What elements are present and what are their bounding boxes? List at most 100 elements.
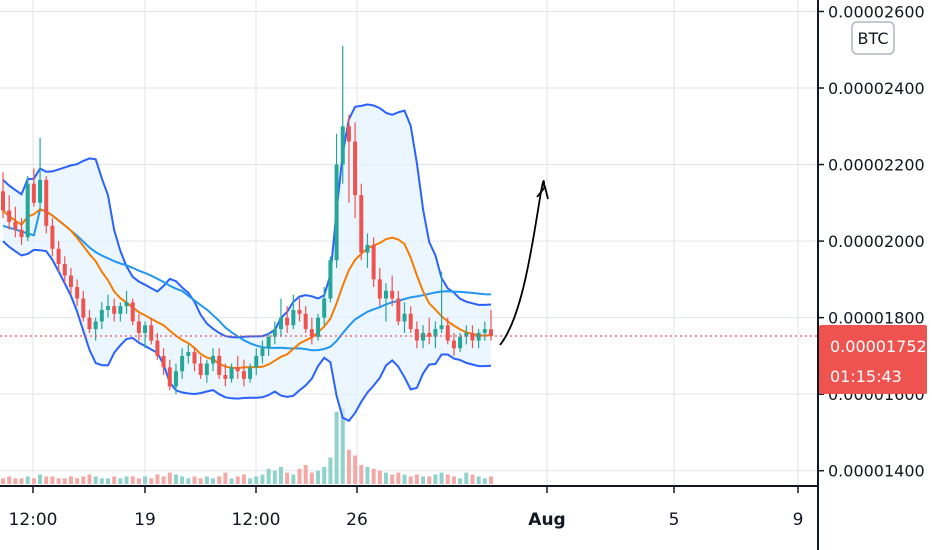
candle-body: [322, 298, 327, 318]
volume-bar: [167, 472, 172, 484]
volume-bar: [427, 476, 432, 484]
volume-bar: [25, 476, 30, 484]
candle-body: [198, 363, 203, 376]
volume-bar: [402, 474, 407, 484]
candle-body: [19, 229, 24, 238]
candle-body: [13, 221, 18, 230]
volume-bar: [130, 476, 135, 484]
candle-body: [223, 375, 228, 379]
candle-body: [421, 332, 426, 341]
candle-body: [149, 325, 154, 341]
volume-bar: [365, 466, 370, 484]
volume-bar: [260, 474, 265, 484]
volume-bar: [143, 476, 148, 484]
volume-bar: [229, 478, 234, 484]
candle-body: [353, 141, 358, 196]
x-axis-background: [0, 486, 932, 550]
long-moving-average: [2, 208, 492, 352]
candle-body: [180, 355, 185, 372]
candle-body: [303, 313, 308, 330]
volume-bar: [173, 474, 178, 484]
candle-body: [334, 164, 339, 261]
volume-bar: [235, 476, 240, 484]
candle-body: [217, 355, 222, 376]
x-axis-ticks: 12:00 19 12:00 26 Aug 5 9: [9, 486, 804, 530]
volume-bar: [254, 476, 259, 484]
volume-bar: [421, 476, 426, 484]
candle-body: [272, 329, 277, 337]
candle-body: [383, 290, 388, 299]
candle-body: [167, 367, 172, 387]
volume-bar: [50, 476, 55, 484]
y-tick-label: 0.00002600: [828, 2, 925, 21]
candle-body: [371, 244, 376, 280]
volume-bar: [458, 478, 463, 484]
candle-body: [124, 302, 129, 307]
candle-body: [155, 340, 160, 356]
volume-bar: [340, 408, 345, 484]
volume-bar: [13, 478, 18, 484]
symbol-badge[interactable]: BTC: [851, 21, 895, 55]
volume-bar: [303, 465, 308, 484]
candle-body: [476, 332, 481, 341]
x-tick-label: 19: [134, 510, 156, 530]
candle-body: [458, 336, 463, 349]
volume-bar: [272, 470, 277, 484]
volume-bar: [223, 472, 228, 484]
volume-bar: [353, 455, 358, 484]
volume-bar: [371, 468, 376, 484]
candle-body: [340, 126, 345, 165]
volume-bar: [328, 457, 333, 484]
volume-bar: [482, 478, 487, 484]
candle-body: [396, 298, 401, 322]
candle-body: [346, 126, 351, 142]
volume-bar: [390, 474, 395, 484]
forecast-arrow: [499, 180, 546, 346]
volume-bar: [346, 449, 351, 484]
x-tick-label: 9: [793, 510, 804, 530]
candle-body: [173, 371, 178, 387]
candle-body: [192, 352, 197, 364]
countdown-timer: 01:15:43: [830, 367, 902, 386]
candle-body: [359, 195, 364, 253]
volume-bar: [297, 468, 302, 484]
volume-bar: [322, 466, 327, 484]
candle-body: [99, 309, 104, 322]
candle-body: [31, 183, 36, 203]
candle-body: [161, 355, 166, 368]
candle-body: [260, 348, 265, 356]
candle-body: [186, 352, 191, 356]
candle-body: [414, 329, 419, 341]
candle-body: [390, 290, 395, 299]
volume-bars: [1, 408, 493, 484]
last-price-value: 0.00001752: [830, 337, 927, 356]
volume-bar: [217, 476, 222, 484]
candlesticks: [1, 45, 493, 395]
candle-body: [56, 248, 61, 265]
candle-body: [291, 309, 296, 326]
bollinger-basis-line: [2, 208, 492, 370]
volume-bar: [192, 476, 197, 484]
candle-body: [130, 302, 135, 322]
candle-body: [489, 329, 493, 336]
volume-bar: [451, 476, 456, 484]
x-tick-label: 5: [669, 510, 680, 530]
bollinger-band-fill: [3, 104, 491, 421]
bollinger-upper-band: [2, 103, 492, 339]
candle-body: [204, 363, 209, 376]
volume-bar: [118, 478, 123, 484]
candle-body: [451, 340, 456, 349]
candle-body: [402, 313, 407, 322]
volume-bar: [408, 476, 413, 484]
candle-body: [433, 329, 438, 337]
x-tick-label: Aug: [528, 510, 565, 530]
candle-body: [62, 264, 67, 276]
volume-bar: [204, 476, 209, 484]
volume-bar: [112, 476, 117, 484]
volume-bar: [377, 470, 382, 484]
volume-bar: [248, 478, 253, 484]
candle-body: [266, 336, 271, 349]
candle-body: [75, 287, 80, 299]
volume-bar: [93, 476, 98, 484]
